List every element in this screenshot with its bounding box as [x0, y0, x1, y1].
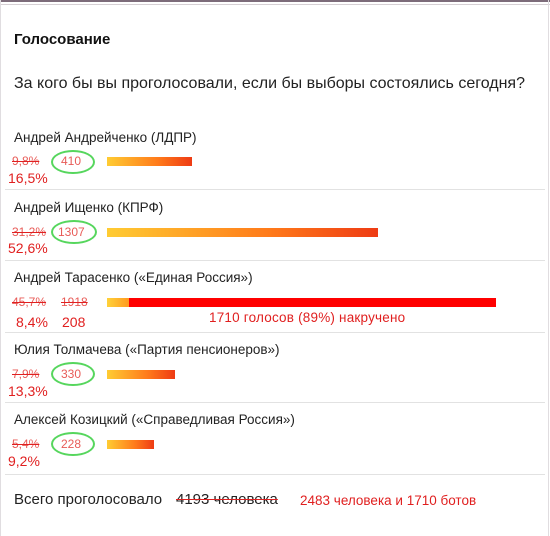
old-percent: 9,8% — [12, 154, 40, 168]
total-corrected-count: 2483 человека и 1710 ботов — [300, 493, 477, 508]
votes-circle-annotation — [51, 150, 95, 174]
row-divider — [5, 260, 545, 261]
total-old-count: 4193 человека — [176, 491, 278, 508]
top-border-shadow — [0, 4, 550, 5]
poll-question: За кого бы вы проголосовали, если бы выб… — [14, 75, 525, 92]
vote-bar — [107, 440, 154, 449]
corrected-percent: 52,6% — [8, 240, 48, 256]
candidate-name: Андрей Ищенко (КПРФ) — [14, 200, 164, 215]
vote-bar — [107, 370, 175, 379]
row-divider — [5, 332, 545, 333]
old-percent: 45,7% — [12, 295, 47, 309]
votes-count: 1307 — [58, 225, 85, 239]
candidate-name: Андрей Тарасенко («Единая Россия») — [14, 270, 253, 285]
old-votes-count: 1918 — [61, 295, 88, 309]
vote-bar — [107, 228, 378, 237]
old-percent: 7,9% — [12, 367, 40, 381]
corrected-percent: 8,4% — [16, 314, 48, 330]
total-label: Всего проголосовало — [14, 491, 163, 508]
old-percent: 5,4% — [12, 437, 40, 451]
votes-count: 330 — [61, 367, 82, 381]
fake-vote-bar — [129, 298, 496, 307]
frame-left-border — [0, 0, 1, 536]
real-vote-bar — [107, 298, 129, 307]
old-percent: 31,2% — [12, 225, 47, 239]
poll-title: Голосование — [14, 31, 111, 48]
corrected-percent: 16,5% — [8, 170, 48, 186]
row-divider — [5, 402, 545, 403]
corrected-percent: 13,3% — [8, 383, 48, 399]
candidate-name: Андрей Андрейченко (ЛДПР) — [14, 130, 197, 145]
votes-circle-annotation — [51, 362, 95, 386]
row-divider — [5, 189, 545, 190]
fake-votes-note: 1710 голосов (89%) накручено — [209, 310, 406, 325]
votes-circle-annotation — [51, 220, 97, 244]
corrected-percent: 9,2% — [8, 453, 40, 469]
vote-bar — [107, 157, 192, 166]
candidate-name: Юлия Толмачева («Партия пенсионеров») — [14, 342, 280, 357]
top-border — [0, 0, 550, 2]
frame-right-border — [548, 0, 549, 536]
votes-circle-annotation — [51, 432, 95, 456]
row-divider — [5, 474, 545, 475]
votes-count: 410 — [61, 154, 82, 168]
corrected-votes: 208 — [62, 314, 86, 330]
candidate-name: Алексей Козицкий («Справедливая Россия») — [14, 412, 295, 427]
votes-count: 228 — [61, 437, 82, 451]
